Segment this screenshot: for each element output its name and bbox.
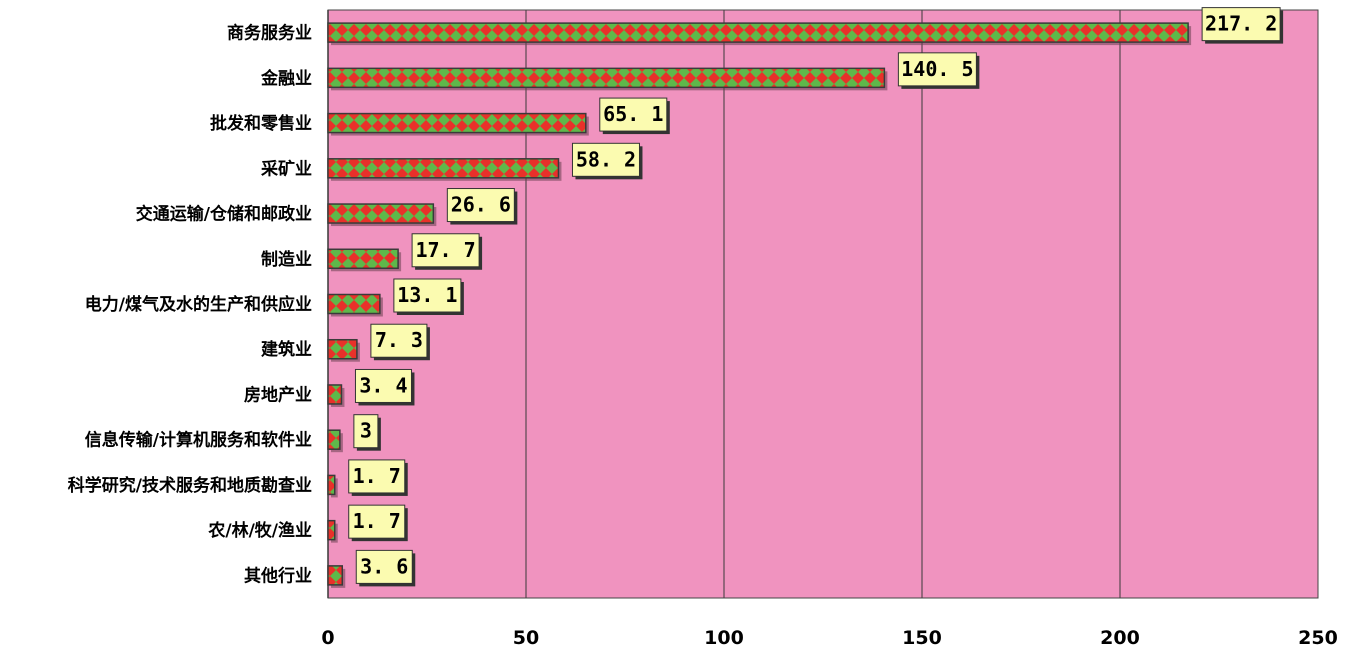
bar: [327, 203, 435, 224]
data-label: 3: [353, 414, 381, 451]
category-label: 其他行业: [244, 565, 312, 586]
data-label-box: [1201, 7, 1281, 42]
data-label-box: [599, 97, 668, 132]
category-label: 制造业: [261, 249, 312, 270]
plot-area: [328, 10, 1318, 598]
x-axis-ticks: 0 50 100 150 200 250: [321, 627, 1337, 649]
data-labels: 217. 2 140. 5 65. 1 58. 2 26. 6 17. 7 13. 1 7. …: [348, 7, 1284, 587]
data-label: 217. 2: [1201, 7, 1284, 44]
data-label: 3. 4: [354, 368, 415, 406]
data-label-text: 1. 7: [353, 464, 401, 488]
bar: [327, 248, 399, 270]
data-label-box: [411, 233, 480, 268]
category-label: 采矿业: [260, 158, 312, 179]
data-label-box: [355, 549, 413, 584]
data-label-box: [354, 368, 412, 403]
data-label: 140. 5: [897, 52, 980, 89]
x-tick-label: 50: [513, 627, 539, 649]
bars: [327, 22, 1192, 588]
data-label-text: 3: [360, 419, 372, 443]
data-label-text: 26. 6: [451, 193, 511, 217]
x-tick-label: 150: [902, 627, 942, 649]
bar: [327, 474, 336, 496]
data-label: 1. 7: [348, 459, 408, 496]
data-label-text: 58. 2: [576, 147, 636, 171]
data-label: 13. 1: [393, 278, 464, 315]
category-label: 商务服务业: [227, 23, 312, 44]
data-label: 7. 3: [370, 323, 430, 361]
data-label-text: 7. 3: [375, 328, 423, 352]
x-tick-label: 250: [1298, 627, 1338, 649]
data-label-box: [353, 414, 379, 449]
category-label: 批发和零售业: [210, 113, 312, 134]
bar: [327, 519, 336, 541]
data-label-box: [897, 52, 977, 87]
data-label-text: 3. 6: [360, 554, 408, 578]
data-label-box: [393, 278, 462, 313]
data-label: 65. 1: [599, 97, 670, 135]
category-label: 电力/煤气及水的生产和供应业: [85, 294, 312, 315]
data-label-text: 13. 1: [397, 283, 457, 307]
bar: [327, 565, 344, 586]
category-labels: 商务服务业金融业批发和零售业采矿业交通运输/仓储和邮政业制造业电力/煤气及水的生…: [68, 23, 312, 587]
bar: [327, 384, 343, 405]
data-label-text: 65. 1: [603, 102, 663, 126]
data-label: 26. 6: [446, 188, 518, 225]
data-label-box: [571, 142, 640, 177]
category-label: 房地产业: [244, 384, 312, 405]
category-label: 交通运输/仓储和邮政业: [136, 204, 312, 225]
data-label: 58. 2: [571, 142, 643, 180]
data-label-box: [446, 188, 515, 223]
bar: [327, 158, 560, 179]
category-label: 科学研究/技术服务和地质勘查业: [68, 475, 312, 496]
data-label: 17. 7: [411, 233, 483, 270]
bar: [327, 67, 886, 89]
x-tick-label: 200: [1100, 627, 1140, 649]
category-label: 农/林/牧/渔业: [207, 520, 312, 541]
bar: [327, 293, 381, 315]
data-label-box: [370, 323, 428, 358]
data-label-text: 3. 4: [359, 373, 407, 397]
data-label-text: 1. 7: [353, 509, 401, 533]
bar: [327, 22, 1189, 43]
data-label-text: 217. 2: [1205, 12, 1277, 36]
category-label: 金融业: [260, 68, 312, 89]
bar: [327, 112, 587, 134]
x-tick-label: 0: [321, 627, 334, 649]
data-label-text: 17. 7: [415, 238, 475, 262]
category-label: 建筑业: [261, 339, 312, 360]
bar: [327, 338, 358, 360]
data-label-box: [348, 504, 406, 539]
x-tick-label: 100: [704, 627, 744, 649]
data-label-box: [348, 459, 406, 494]
category-label: 信息传输/计算机服务和软件业: [85, 430, 312, 451]
data-label-text: 140. 5: [901, 57, 973, 81]
data-label: 3. 6: [355, 549, 416, 587]
data-label: 1. 7: [348, 504, 408, 542]
bar: [327, 429, 341, 450]
